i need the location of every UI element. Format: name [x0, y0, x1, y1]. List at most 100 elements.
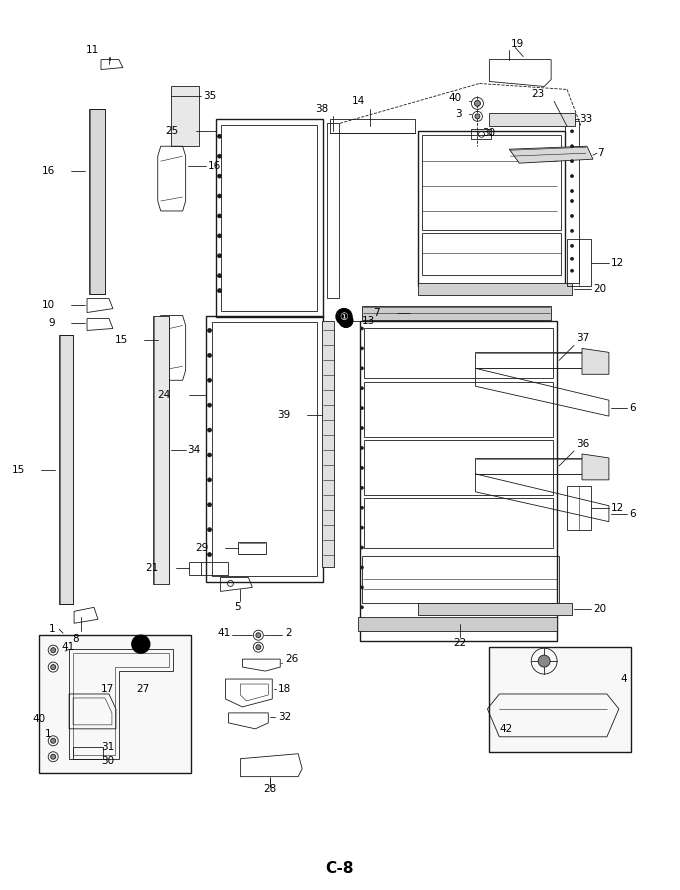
Circle shape — [207, 378, 211, 383]
Circle shape — [360, 387, 363, 390]
Bar — [418, 132, 565, 286]
Text: 34: 34 — [188, 445, 201, 455]
Text: 38: 38 — [315, 104, 328, 115]
Text: ●: ● — [341, 316, 351, 326]
Bar — [59, 336, 73, 604]
Bar — [364, 328, 553, 378]
Bar — [73, 747, 103, 758]
Circle shape — [336, 309, 352, 325]
Bar — [239, 542, 267, 554]
Circle shape — [132, 635, 150, 653]
Bar — [364, 498, 553, 547]
Text: 22: 22 — [454, 638, 466, 648]
Circle shape — [571, 174, 573, 178]
Bar — [422, 233, 561, 275]
Circle shape — [218, 194, 222, 198]
Text: 6: 6 — [629, 509, 635, 519]
Circle shape — [51, 665, 56, 669]
Circle shape — [339, 313, 353, 328]
Circle shape — [360, 566, 363, 569]
Circle shape — [360, 606, 363, 609]
Circle shape — [218, 134, 222, 138]
Circle shape — [571, 269, 573, 272]
Bar — [222, 125, 317, 311]
Circle shape — [571, 257, 573, 260]
Text: 30: 30 — [482, 128, 495, 138]
Text: 13: 13 — [362, 316, 375, 326]
Bar — [418, 283, 572, 295]
Text: 33: 33 — [579, 114, 592, 125]
Text: 3: 3 — [455, 109, 462, 119]
Circle shape — [571, 159, 573, 163]
Text: 23: 23 — [531, 89, 544, 100]
Text: 19: 19 — [511, 38, 524, 49]
Bar — [171, 86, 199, 146]
Bar — [39, 635, 190, 773]
Circle shape — [207, 553, 211, 556]
Circle shape — [207, 403, 211, 407]
Text: 10: 10 — [42, 300, 55, 310]
Circle shape — [571, 130, 573, 133]
Text: 35: 35 — [203, 92, 217, 101]
Text: 12: 12 — [611, 258, 624, 268]
Circle shape — [218, 274, 222, 278]
Polygon shape — [582, 454, 609, 480]
Text: 2: 2 — [285, 628, 292, 638]
Bar — [205, 316, 323, 582]
Circle shape — [571, 214, 573, 217]
Text: 16: 16 — [207, 161, 221, 171]
Bar — [565, 121, 579, 283]
Circle shape — [571, 190, 573, 192]
Circle shape — [360, 506, 363, 509]
Circle shape — [339, 313, 353, 328]
Polygon shape — [490, 113, 575, 126]
Polygon shape — [509, 146, 593, 163]
Circle shape — [360, 486, 363, 490]
Bar — [327, 124, 339, 297]
Circle shape — [360, 466, 363, 469]
Text: 42: 42 — [499, 724, 513, 734]
Bar — [330, 119, 415, 134]
Bar — [153, 316, 169, 585]
Bar — [490, 647, 631, 752]
Bar — [422, 135, 561, 230]
Bar — [362, 305, 551, 320]
Text: 16: 16 — [42, 166, 55, 176]
Text: 39: 39 — [277, 410, 290, 420]
Circle shape — [51, 648, 56, 652]
Text: 7: 7 — [597, 149, 604, 158]
Circle shape — [256, 633, 261, 638]
Circle shape — [475, 114, 480, 119]
Text: 31: 31 — [101, 741, 114, 752]
Bar — [188, 562, 228, 576]
Circle shape — [360, 546, 363, 549]
Circle shape — [218, 174, 222, 178]
Bar — [362, 555, 559, 603]
Text: 29: 29 — [195, 543, 209, 553]
Text: 24: 24 — [158, 390, 171, 400]
Text: 20: 20 — [593, 284, 606, 294]
Circle shape — [360, 526, 363, 530]
Text: 6: 6 — [629, 403, 635, 413]
Bar — [211, 321, 317, 577]
Text: 28: 28 — [264, 783, 277, 794]
Circle shape — [218, 254, 222, 258]
Circle shape — [207, 428, 211, 432]
Bar — [322, 320, 334, 568]
Text: 15: 15 — [115, 336, 128, 345]
Text: 25: 25 — [165, 126, 179, 136]
Bar — [358, 618, 557, 631]
Text: 41: 41 — [217, 628, 231, 638]
Bar — [364, 383, 553, 437]
Circle shape — [207, 503, 211, 506]
Text: 14: 14 — [352, 96, 365, 107]
Circle shape — [207, 353, 211, 358]
Text: 5: 5 — [235, 603, 241, 612]
Circle shape — [218, 154, 222, 158]
Bar — [418, 603, 572, 615]
Circle shape — [207, 328, 211, 333]
Text: 17: 17 — [101, 684, 114, 694]
Circle shape — [360, 426, 363, 430]
Text: 9: 9 — [48, 318, 55, 328]
Circle shape — [360, 347, 363, 350]
